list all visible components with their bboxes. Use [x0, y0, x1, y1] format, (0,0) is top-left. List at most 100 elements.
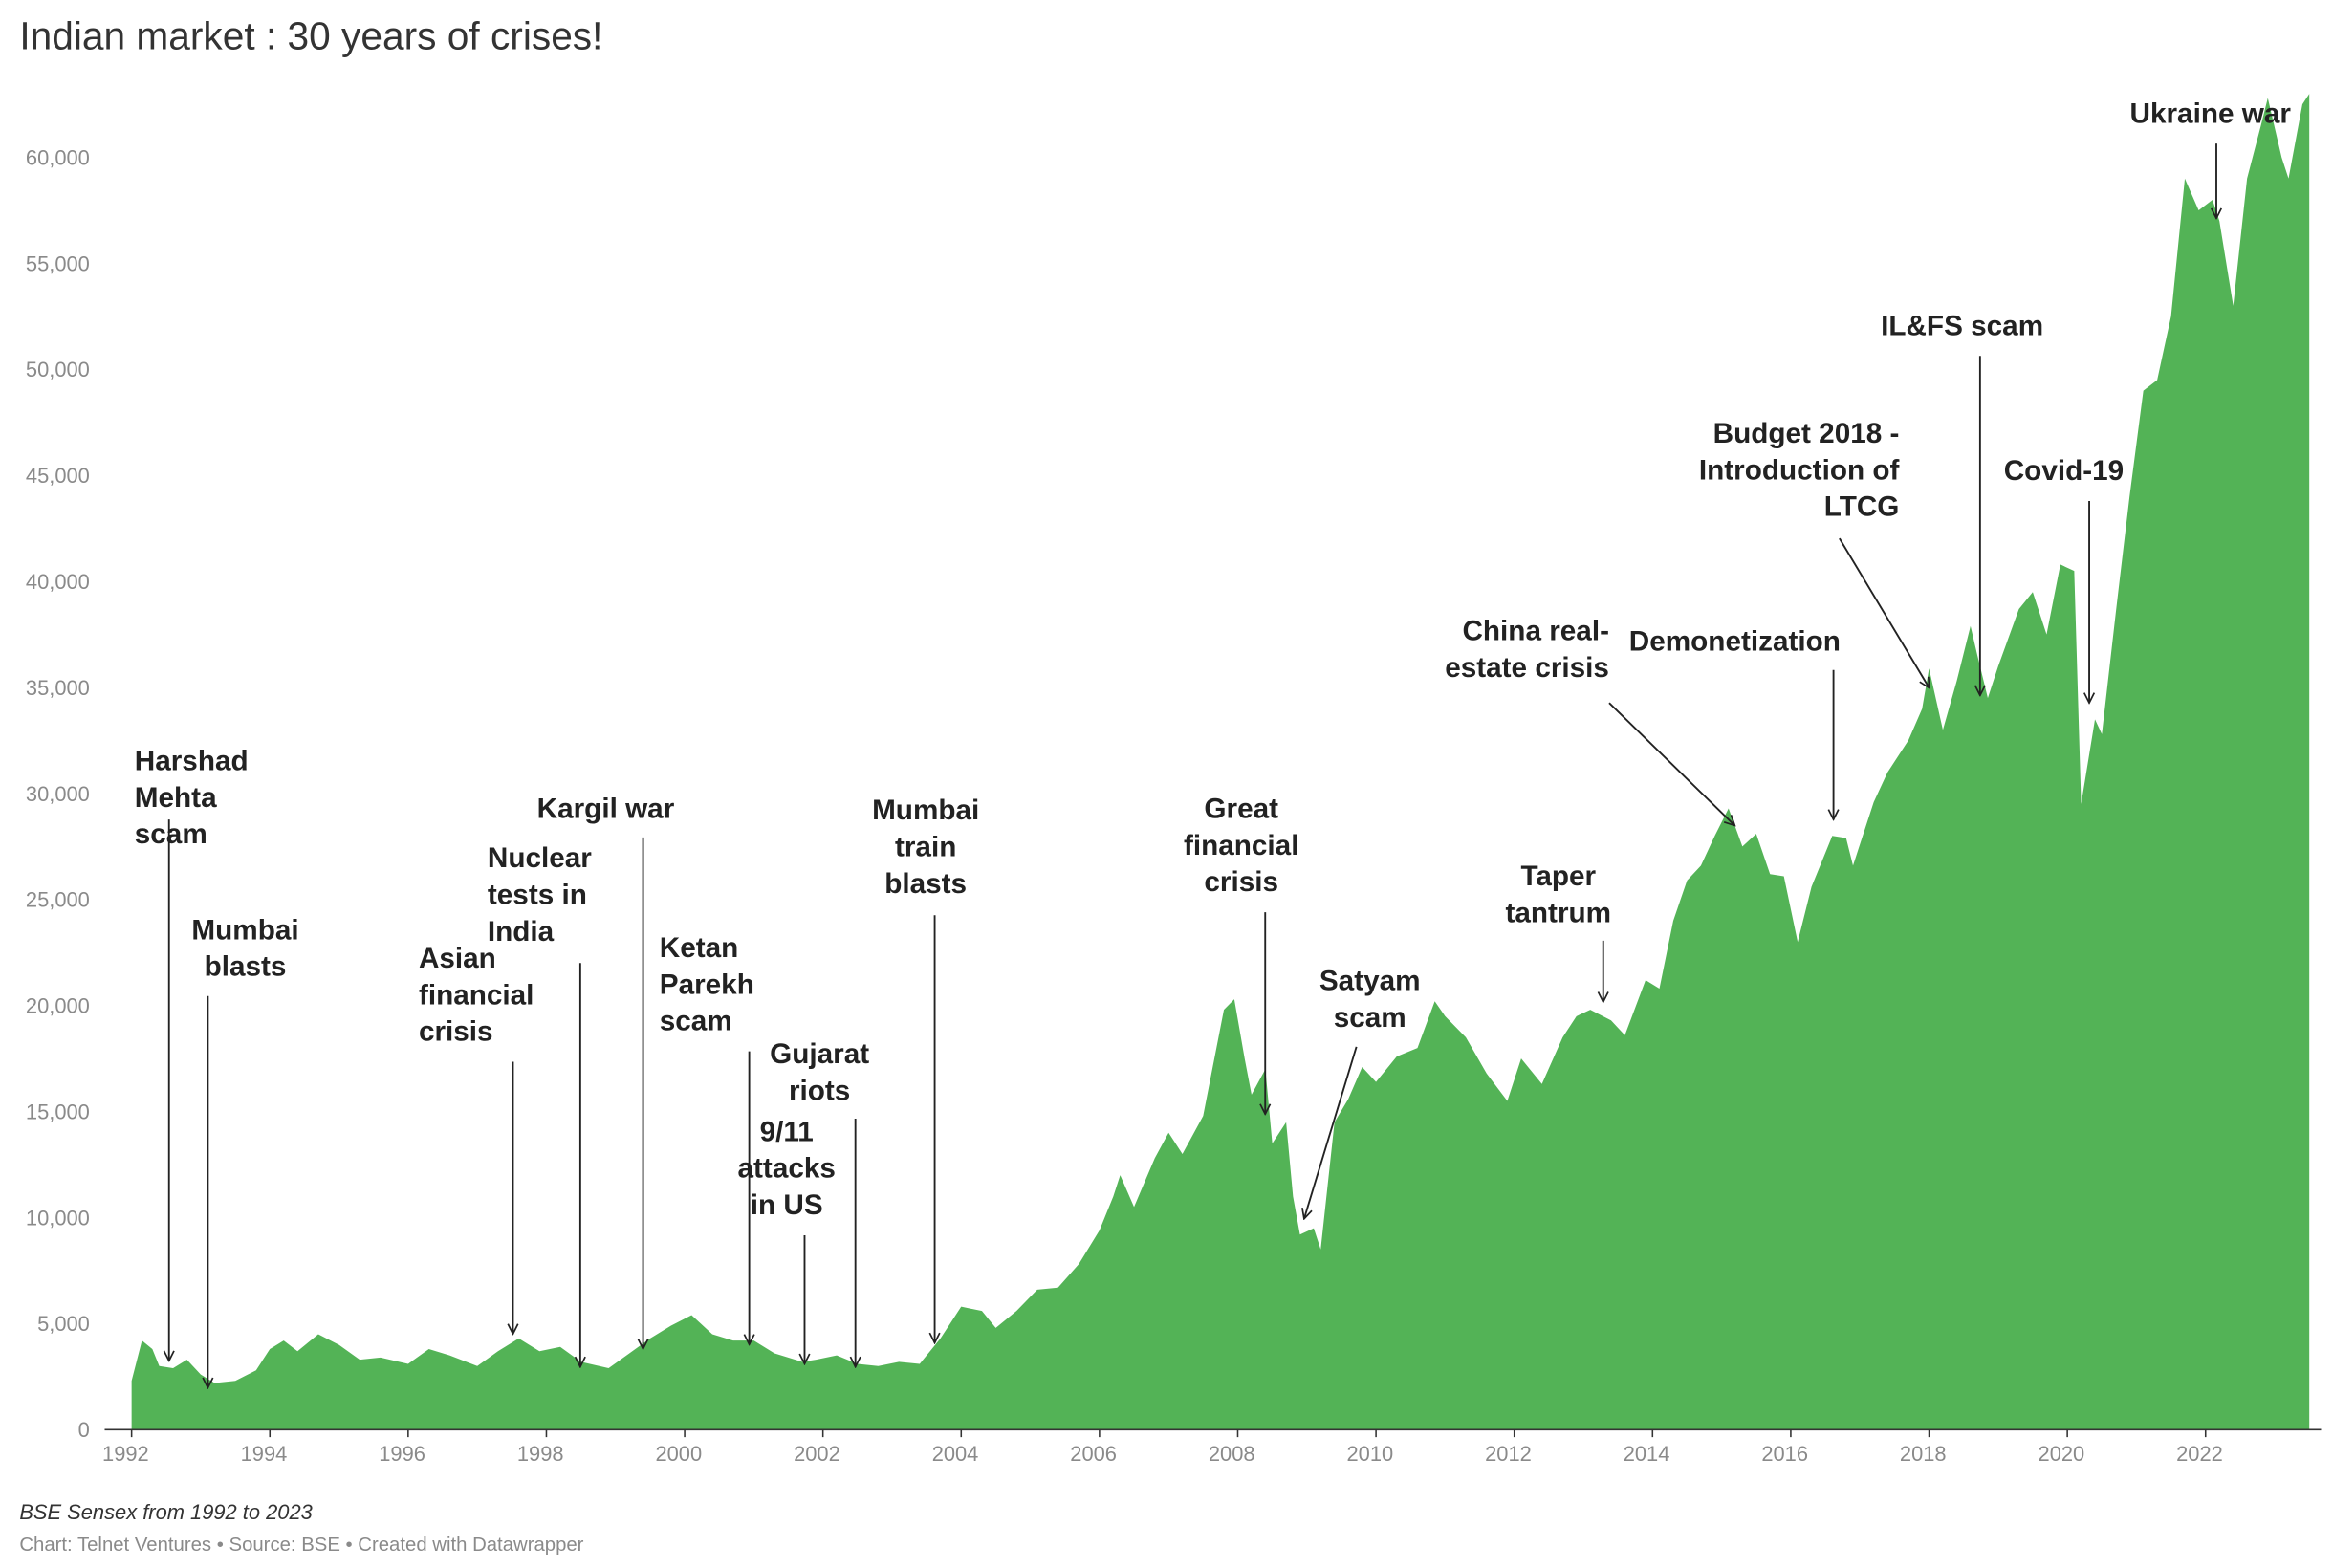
x-tick-label: 2000: [655, 1442, 702, 1466]
x-tick-label: 2006: [1070, 1442, 1117, 1466]
annotation-line: scam: [1334, 1002, 1406, 1034]
annotation-line: Nuclear: [488, 842, 592, 874]
y-tick-label: 20,000: [26, 994, 90, 1018]
y-tick-label: 40,000: [26, 570, 90, 594]
annotation-text: Ukraine war: [2130, 98, 2292, 129]
annotation: Harshad Mehta scam: [135, 746, 249, 1361]
y-tick-label: 35,000: [26, 676, 90, 700]
y-tick-label: 10,000: [26, 1206, 90, 1230]
annotation: Budget 2018 - Introduction of LTCG: [1699, 418, 1930, 688]
annotation-line: Ketan: [660, 932, 739, 964]
x-tick-label: 2014: [1624, 1442, 1670, 1466]
annotation-text: Ketan Parekh scam: [660, 932, 754, 1037]
annotation-arrow: [1608, 702, 1734, 825]
annotation-line: Great: [1204, 794, 1278, 825]
annotation: Taper tantrum: [1506, 860, 1612, 1002]
annotation: 9/11 attacks in US: [738, 1116, 836, 1363]
annotation-text: Harshad Mehta scam: [135, 746, 249, 851]
annotation-line: Harshad: [135, 746, 249, 777]
annotation-line: train: [895, 831, 956, 862]
annotation-line: Covid-19: [2004, 455, 2124, 487]
annotation-line: Kargil war: [537, 794, 675, 825]
annotation-line: tests in: [488, 880, 587, 911]
y-tick-label: 60,000: [26, 145, 90, 169]
y-tick-label: 25,000: [26, 888, 90, 912]
annotation-line: Taper: [1520, 860, 1596, 892]
y-tick-label: 55,000: [26, 251, 90, 275]
annotation-text: Satyam scam: [1319, 965, 1421, 1033]
annotation-text: Mumbai blasts: [191, 914, 298, 982]
annotation: Asian financial crisis: [419, 943, 534, 1334]
annotation-line: China real-: [1462, 615, 1609, 646]
annotation-line: financial: [1184, 830, 1299, 861]
annotation-text: China real-estate crisis: [1445, 615, 1609, 683]
chart-title: Indian market : 30 years of crises!: [19, 14, 602, 58]
annotation-text: Mumbai train blasts: [872, 795, 979, 900]
annotation-line: blasts: [884, 868, 967, 900]
annotation-line: Satyam: [1319, 965, 1421, 996]
annotation-line: in US: [751, 1189, 823, 1221]
annotation: Ketan Parekh scam: [660, 932, 754, 1344]
annotation-line: India: [488, 916, 555, 947]
annotation-line: estate crisis: [1445, 652, 1609, 684]
x-tick-label: 2004: [932, 1442, 979, 1466]
annotation-line: Mumbai: [191, 914, 298, 946]
annotation: Demonetization: [1629, 625, 1841, 819]
annotation-line: LTCG: [1824, 491, 1900, 523]
annotation-line: Mehta: [135, 782, 217, 814]
annotation-text: Covid-19: [2004, 455, 2124, 487]
annotation: Nuclear tests in India: [488, 842, 592, 1366]
annotation-line: crisis: [419, 1016, 493, 1048]
x-tick-label: 1992: [102, 1442, 149, 1466]
annotation-line: Asian: [419, 943, 496, 974]
annotation-text: 9/11 attacks in US: [738, 1116, 836, 1221]
annotation: Mumbai blasts: [191, 914, 299, 1387]
annotation-line: Mumbai: [872, 795, 979, 826]
y-tick-label: 15,000: [26, 1100, 90, 1123]
x-tick-label: 2010: [1347, 1442, 1394, 1466]
annotation-arrow: [1304, 1046, 1358, 1219]
x-tick-label: 2008: [1209, 1442, 1255, 1466]
subtitle: BSE Sensex from 1992 to 2023: [19, 1500, 312, 1524]
area: [131, 94, 2310, 1430]
annotation-text: Asian financial crisis: [419, 943, 534, 1048]
annotation-text: Demonetization: [1629, 625, 1841, 657]
annotation: Mumbai train blasts: [872, 795, 979, 1342]
x-tick-label: 1994: [241, 1442, 288, 1466]
annotation: Ukraine war: [2130, 98, 2292, 218]
annotation-line: riots: [789, 1075, 850, 1106]
source: Chart: Telnet Ventures • Source: BSE • C…: [19, 1535, 583, 1556]
annotation-line: tantrum: [1506, 897, 1612, 928]
annotation-line: scam: [660, 1006, 732, 1037]
annotation: China real-estate crisis: [1445, 615, 1734, 825]
x-tick-label: 1998: [517, 1442, 564, 1466]
annotation-text: Great financial crisis: [1184, 794, 1299, 899]
annotation-text: Nuclear tests in India: [488, 842, 592, 947]
annotation-text: Kargil war: [537, 794, 675, 825]
y-tick-label: 0: [78, 1418, 90, 1442]
y-tick-label: 45,000: [26, 464, 90, 488]
annotation-line: financial: [419, 979, 534, 1011]
annotation-line: IL&FS scam: [1881, 310, 2043, 341]
annotation-line: Introduction of: [1699, 454, 1900, 486]
annotation-line: Parekh: [660, 969, 754, 1000]
annotation-line: Budget 2018 -: [1713, 418, 1900, 449]
annotation: IL&FS scam: [1881, 310, 2043, 695]
x-tick-label: 2020: [2039, 1442, 2085, 1466]
annotation-line: scam: [135, 818, 207, 850]
annotation: Satyam scam: [1304, 965, 1421, 1218]
annotation-line: attacks: [738, 1153, 836, 1185]
annotation-text: Gujarat riots: [770, 1038, 869, 1106]
x-tick-label: 2012: [1485, 1442, 1532, 1466]
x-tick-label: 2022: [2176, 1442, 2223, 1466]
annotation-text: IL&FS scam: [1881, 310, 2043, 341]
annotation: Great financial crisis: [1184, 794, 1299, 1115]
y-tick-label: 50,000: [26, 358, 90, 381]
annotation-line: Ukraine war: [2130, 98, 2292, 129]
annotation-text: Taper tantrum: [1506, 860, 1612, 928]
x-tick-label: 1996: [379, 1442, 425, 1466]
x-tick-label: 2016: [1761, 1442, 1808, 1466]
y-tick-label: 5,000: [37, 1312, 90, 1336]
annotation-line: blasts: [205, 951, 287, 983]
